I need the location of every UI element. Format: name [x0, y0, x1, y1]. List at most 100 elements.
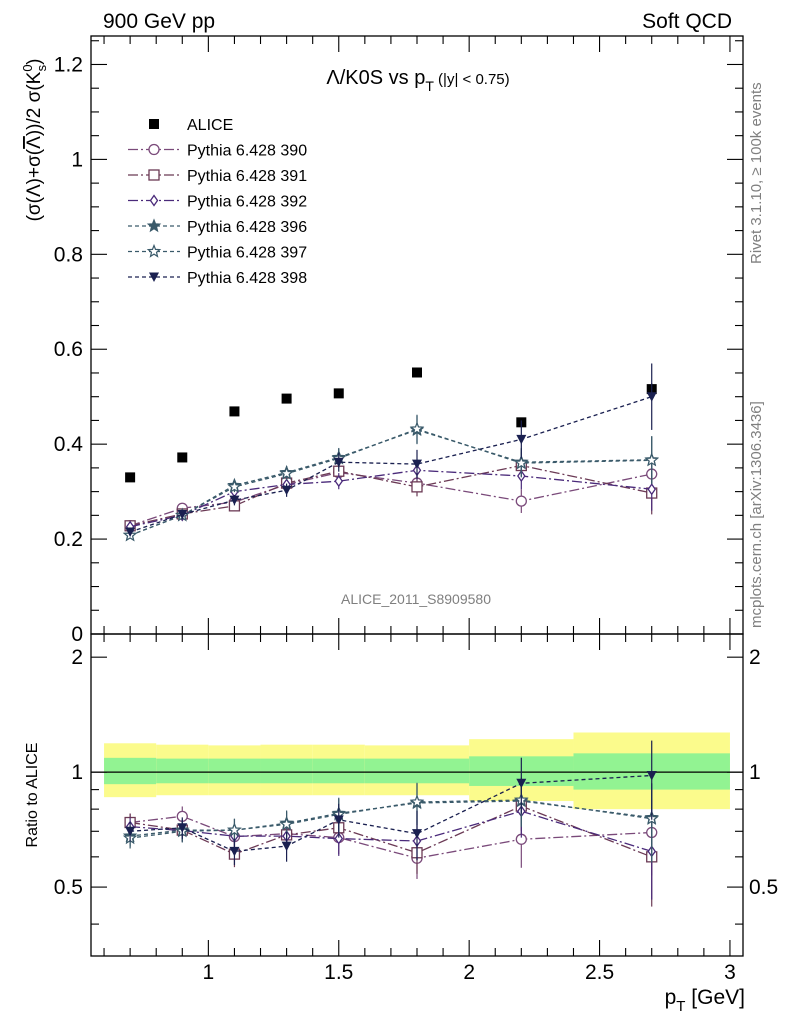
series-3 [125, 460, 657, 533]
y-tick-label-ratio-right: 1 [749, 761, 761, 784]
mcplots-label: mcplots.cern.ch [arXiv:1306.3436] [748, 401, 765, 628]
series-4 [122, 415, 659, 542]
series-line [129, 464, 652, 527]
ratio-series-group [122, 740, 659, 907]
legend-label: ALICE [187, 117, 233, 134]
chart-title: Λ/K0S vs pT (|y| < 0.75) [326, 67, 509, 94]
y-axis-label-sub: s [34, 64, 49, 71]
ratio-green-band [260, 758, 313, 784]
data-point [281, 485, 292, 496]
legend-marker [148, 143, 160, 156]
legend-entry: Pythia 6.428 390 [128, 143, 307, 160]
x-tick-label: 2.5 [585, 961, 614, 984]
ratio-series-line [130, 799, 652, 839]
legend-label: Pythia 6.428 397 [187, 245, 307, 262]
y-tick-label-ratio: 2 [71, 646, 83, 669]
legend-label: Pythia 6.428 398 [187, 270, 307, 287]
ratio-series-5 [125, 740, 657, 865]
data-point [646, 392, 657, 402]
ratio-point [646, 770, 657, 781]
x-tick-label: 2 [463, 961, 475, 984]
ratio-point [281, 841, 292, 852]
legend-entry: ALICE [149, 117, 233, 134]
data-point [412, 459, 422, 470]
y-axis-label-bar-lambda: Λ [24, 136, 45, 149]
data-point [516, 434, 527, 445]
data-point [333, 457, 344, 468]
ratio-point [125, 826, 136, 837]
legend-entry: Pythia 6.428 398 [128, 270, 307, 287]
ratio-series-line [130, 815, 652, 859]
legend-marker [148, 169, 160, 181]
y-axis-label-main: (σ(Λ)+σ(Λ))/2 σ(K0s) [20, 59, 49, 222]
main-series-group [122, 363, 659, 542]
ratio-point [279, 816, 294, 831]
legend-label: Pythia 6.428 392 [187, 194, 307, 211]
legend: ALICE Pythia 6.428 390 Pythia 6.428 391 Pyt… [128, 117, 307, 287]
series-line [129, 471, 652, 527]
x-axis-label-sub: T [676, 998, 685, 1015]
ratio-series-line [130, 774, 652, 853]
ratio-point [409, 794, 425, 809]
ratio-point [333, 815, 344, 825]
data-point [334, 475, 344, 488]
ratio-green-band [364, 758, 470, 784]
ratio-green-band [312, 758, 365, 784]
header-right: Soft QCD [642, 10, 732, 33]
legend-entry: Pythia 6.428 396 [128, 218, 307, 236]
legend-label: Pythia 6.428 390 [187, 143, 307, 160]
ratio-point [412, 829, 422, 839]
ratio-point [516, 778, 527, 789]
series-line [129, 396, 652, 533]
x-tick-label: 1 [203, 961, 215, 984]
axis-ticks: 0 0.2 0.4 0.6 0.8 1 1.2 1 1.5 2 2.5 3 0.5 0.5 1 1 2 2 [54, 36, 778, 984]
data-point [125, 527, 136, 537]
y-axis-label-close: ) [24, 59, 45, 65]
data-point [177, 509, 188, 520]
ratio-series-line [130, 805, 652, 858]
y-tick-label-main: 0.8 [54, 243, 83, 266]
legend-marker [149, 272, 159, 282]
ratio-green-band [208, 758, 261, 784]
header-left: 900 GeV pp [103, 10, 215, 33]
series-6 [125, 363, 657, 537]
y-tick-label-ratio: 1 [71, 761, 83, 784]
legend-label: Pythia 6.428 396 [187, 219, 307, 236]
series-line [129, 469, 652, 528]
legend-entry: Pythia 6.428 392 [128, 194, 307, 211]
data-point [514, 455, 529, 470]
legend-label: Pythia 6.428 391 [187, 168, 307, 185]
x-tick-label: 1.5 [324, 961, 353, 984]
y-tick-label-ratio-right: 0.5 [749, 876, 778, 899]
y-tick-label-main: 1 [71, 148, 83, 171]
legend-marker [149, 194, 159, 207]
legend-entry: Pythia 6.428 397 [128, 243, 307, 262]
y-tick-label-ratio: 0.5 [54, 876, 83, 899]
data-point [333, 388, 344, 399]
legend-marker [149, 119, 159, 129]
ratio-point [229, 846, 240, 857]
chart-title-tail: (|y| < 0.75) [434, 71, 510, 88]
data-point [229, 495, 240, 506]
series-0 [125, 367, 657, 483]
ratio-series-line [130, 800, 652, 837]
series-line [129, 429, 652, 536]
y-axis-label-sup: 0 [20, 64, 35, 71]
data-point [647, 483, 657, 496]
data-point [279, 465, 294, 480]
data-point [281, 393, 292, 404]
y-tick-label-main: 0.2 [54, 528, 83, 551]
y-tick-label-ratio-right: 2 [749, 646, 761, 669]
chart-title-sub: T [425, 78, 434, 94]
y-tick-label-main: 1.2 [54, 53, 83, 76]
y-tick-label-main: 0.4 [54, 433, 84, 456]
legend-marker [146, 243, 162, 258]
ratio-series-line [130, 810, 652, 853]
y-tick-label-main: 0.6 [54, 338, 83, 361]
data-point [177, 452, 188, 463]
analysis-watermark: ALICE_2011_S8909580 [341, 591, 491, 607]
y-axis-label-ratio: Ratio to ALICE [24, 743, 41, 848]
series-1 [124, 452, 658, 532]
